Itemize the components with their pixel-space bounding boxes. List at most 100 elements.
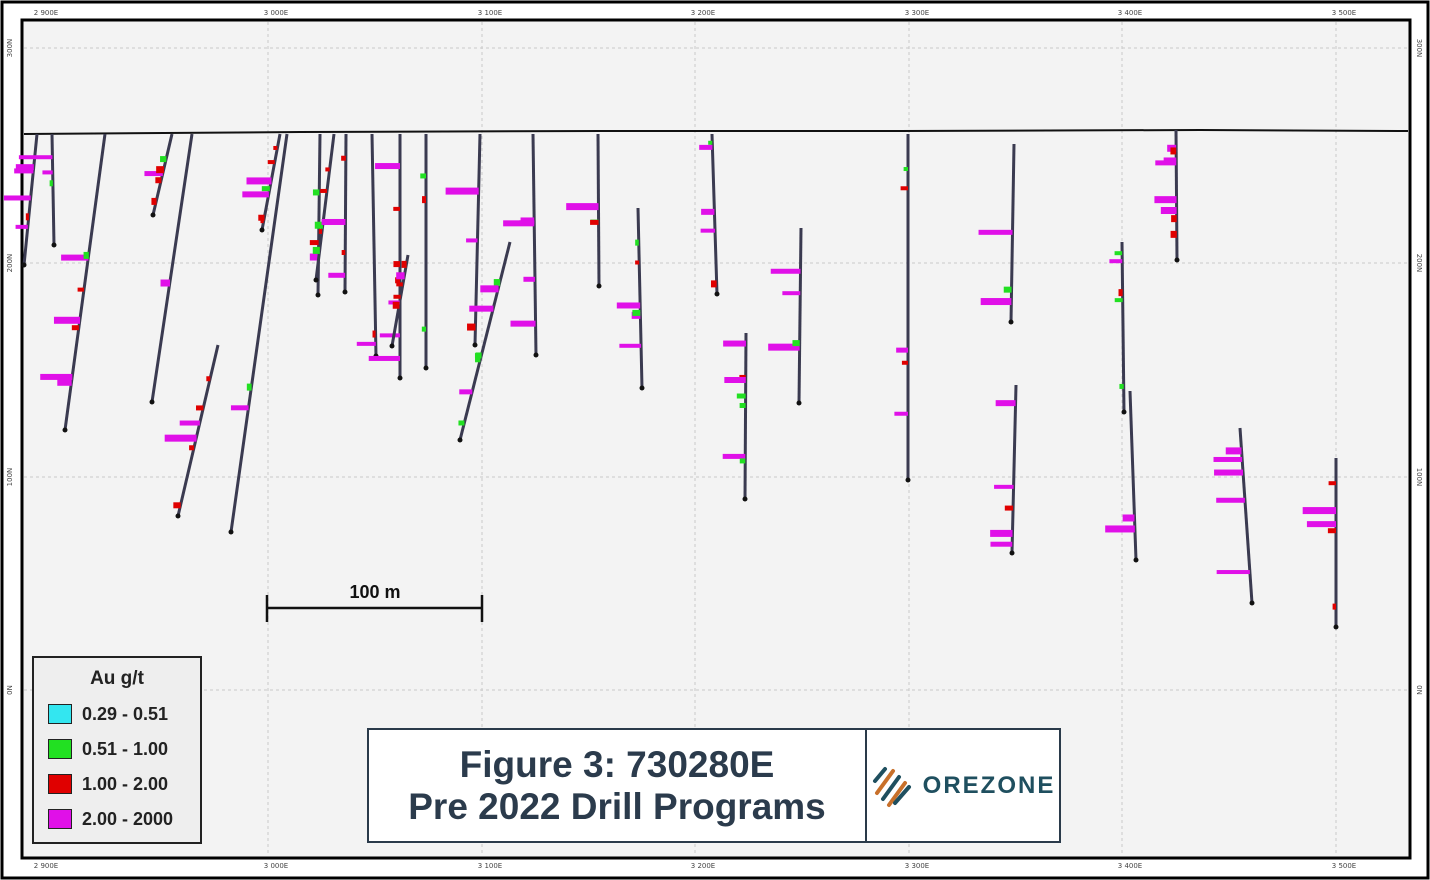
assay-interval	[990, 541, 1013, 547]
assay-interval	[1155, 160, 1177, 166]
assay-interval	[155, 177, 162, 184]
drill-hole-end	[21, 262, 27, 268]
assay-interval	[396, 272, 405, 280]
assay-interval	[995, 400, 1016, 407]
drill-hole-end	[62, 427, 68, 433]
assay-interval	[466, 238, 478, 243]
axis-tick-label: 3 300E	[905, 9, 929, 17]
assay-interval	[736, 393, 746, 399]
drill-hole-end	[796, 400, 802, 406]
assay-interval	[1216, 497, 1245, 503]
legend-swatch	[48, 704, 72, 724]
axis-tick-label: 200N	[1415, 254, 1423, 273]
drill-hole-trace	[458, 241, 512, 441]
assay-interval	[312, 246, 320, 254]
assay-interval	[566, 203, 599, 211]
assay-interval	[1114, 298, 1123, 303]
assay-interval	[978, 229, 1013, 235]
assay-interval	[1109, 259, 1123, 264]
assay-interval	[724, 376, 746, 383]
assay-interval	[395, 277, 400, 284]
assay-interval	[458, 420, 465, 426]
assay-interval	[722, 453, 746, 459]
assay-interval	[42, 170, 53, 175]
assay-interval	[356, 341, 376, 346]
assay-interval	[894, 411, 908, 416]
assay-interval	[401, 260, 407, 268]
assay-interval	[393, 261, 400, 268]
assay-interval	[312, 189, 320, 196]
drill-hole-trace	[531, 133, 538, 356]
legend-title: Au g/t	[90, 668, 144, 689]
drill-hole-trace	[1128, 390, 1138, 561]
drill-hole-end	[1249, 600, 1255, 606]
drill-hole-trace	[1120, 241, 1126, 413]
drill-hole-trace	[63, 133, 107, 431]
assay-interval	[420, 173, 426, 179]
drill-hole-end	[1133, 557, 1139, 563]
axis-tick-label: 2 900E	[34, 9, 58, 17]
axis-tick-label: 100N	[1415, 468, 1423, 487]
axis-tick-label: 3 200E	[691, 9, 715, 17]
drill-hole-end	[259, 227, 265, 233]
assay-interval	[196, 405, 204, 411]
drill-hole-end	[149, 399, 155, 405]
assay-interval	[474, 353, 482, 359]
assay-interval	[475, 357, 481, 363]
assay-interval	[1216, 570, 1250, 575]
assay-interval	[372, 330, 376, 338]
assay-interval	[739, 403, 746, 409]
drill-hole-end	[342, 289, 348, 295]
assay-interval	[328, 272, 346, 278]
assay-interval	[144, 171, 163, 177]
assay-interval	[1119, 383, 1124, 389]
easting-labels-bottom: 2 900E 3 000E 3 100E 3 200E 3 300E 3 400E 3 50…	[34, 862, 1356, 870]
assay-interval	[723, 340, 746, 347]
assay-interval	[635, 260, 640, 265]
assay-interval	[770, 268, 801, 274]
assay-interval	[309, 240, 319, 246]
assay-interval	[173, 502, 181, 509]
assay-interval	[61, 254, 89, 261]
assay-interval	[480, 285, 499, 293]
assay-interval	[230, 405, 249, 411]
assay-interval	[900, 186, 908, 191]
axis-tick-label: 3 000E	[264, 9, 288, 17]
assay-interval	[71, 325, 79, 331]
assay-interval	[619, 343, 642, 348]
drill-hole-end	[175, 513, 181, 519]
drill-hole-trace	[229, 133, 289, 533]
axis-tick-label: 300N	[6, 39, 14, 58]
assay-interval	[792, 340, 800, 347]
drill-hole-end	[1008, 319, 1014, 325]
assay-interval	[393, 206, 400, 211]
assay-interval	[320, 188, 327, 193]
axis-tick-label: 100N	[6, 468, 14, 487]
assay-interval	[189, 445, 195, 451]
drill-hole-trace	[150, 133, 194, 403]
topography-line	[23, 128, 1409, 135]
assay-interval	[206, 376, 211, 382]
assay-interval	[83, 251, 89, 259]
assay-interval	[1114, 251, 1123, 256]
legend-item: 0.51 - 1.00	[48, 737, 168, 761]
assay-interval	[710, 280, 717, 288]
assay-interval	[57, 378, 72, 386]
plot-area	[20, 18, 1412, 860]
title-box: Figure 3: 730280E Pre 2022 Drill Program…	[367, 728, 1061, 843]
assay-interval	[739, 458, 746, 464]
assay-interval	[590, 219, 599, 225]
assay-interval	[708, 140, 713, 145]
assay-interval	[467, 323, 476, 331]
assay-interval	[273, 145, 278, 150]
drill-hole-trace	[50, 133, 56, 246]
legend-swatch	[48, 809, 72, 829]
axis-tick-label: 3 500E	[1332, 862, 1356, 870]
drill-hole-end	[1174, 257, 1180, 263]
drill-hole-end	[150, 212, 156, 218]
assay-interval	[179, 420, 200, 426]
scale-bar-label: 100 m	[349, 582, 401, 602]
assay-interval	[1171, 215, 1177, 223]
axis-tick-label: 3 400E	[1118, 862, 1142, 870]
legend: Au g/t 0.29 - 0.51 0.51 - 1.00 1.00 - 2.00…	[32, 656, 202, 844]
